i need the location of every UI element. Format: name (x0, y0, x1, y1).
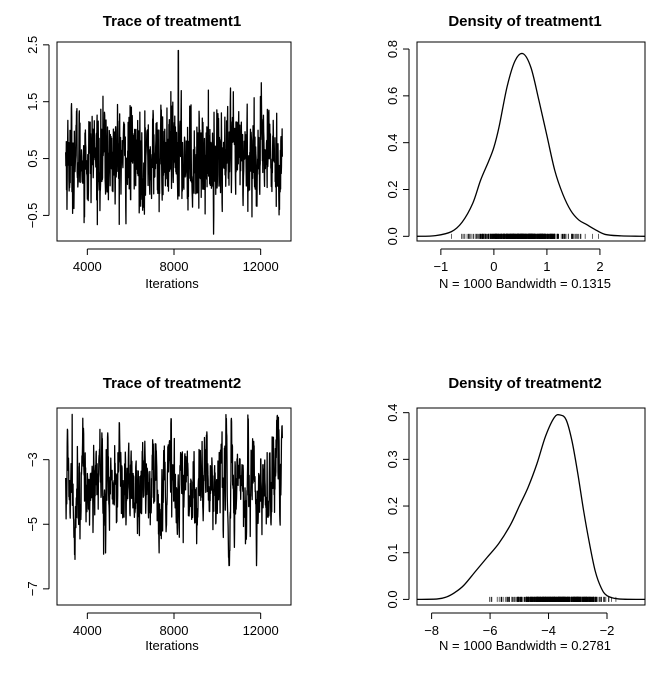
y-tick-label: 0.1 (385, 544, 400, 562)
panel-title: Trace of treatment2 (103, 375, 241, 392)
panel-trace-treatment2: Trace of treatment2 Iterations 4000 8000 1… (25, 375, 292, 653)
x-axis-label: N = 1000 Bandwidth = 0.1315 (439, 276, 611, 291)
x-tick-label: 8000 (160, 623, 189, 638)
y-tick-label: −0.5 (25, 203, 40, 229)
trace-line (65, 49, 283, 235)
y-tick-label: −5 (25, 517, 40, 532)
panel-title: Density of treatment1 (448, 13, 601, 30)
y-tick-label: 0.0 (385, 227, 400, 245)
y-tick-label: 0.6 (385, 87, 400, 105)
x-tick-label: 1 (543, 259, 550, 274)
x-tick-label: −2 (600, 623, 615, 638)
plot-frame (56, 407, 292, 606)
y-tick-label: −3 (25, 452, 40, 467)
y-tick-label: 0.8 (385, 40, 400, 58)
x-tick-label: −1 (433, 259, 448, 274)
plot-frame (416, 407, 646, 606)
x-tick-label: 8000 (160, 259, 189, 274)
y-tick-label: 0.4 (385, 404, 400, 422)
panel-title: Density of treatment2 (448, 375, 601, 392)
x-axis-label: N = 1000 Bandwidth = 0.2781 (439, 638, 611, 653)
x-tick-label: −8 (424, 623, 439, 638)
y-tick-label: 1.5 (25, 93, 40, 111)
x-tick-label: 12000 (243, 623, 279, 638)
y-tick-label: −7 (25, 581, 40, 596)
x-tick-label: 2 (596, 259, 603, 274)
y-tick-label: 0.0 (385, 590, 400, 608)
y-tick-label: 0.2 (385, 180, 400, 198)
x-tick-label: −4 (541, 623, 556, 638)
density-curve (416, 52, 646, 237)
panel-density-treatment1: Density of treatment1 N = 1000 Bandwidth… (385, 13, 646, 291)
x-axis-label: Iterations (145, 638, 199, 653)
y-tick-label: 0.5 (25, 150, 40, 168)
x-tick-label: 0 (490, 259, 497, 274)
x-tick-label: 12000 (243, 259, 279, 274)
panel-title: Trace of treatment1 (103, 13, 241, 30)
plot-frame (416, 41, 646, 242)
x-axis-label: Iterations (145, 276, 199, 291)
panel-trace-treatment1: Trace of treatment1 Iterations 4000 8000 1… (25, 13, 292, 291)
density-curve (416, 413, 646, 601)
y-tick-label: 0.3 (385, 450, 400, 468)
panel-density-treatment2: Density of treatment2 N = 1000 Bandwidth… (385, 375, 646, 653)
y-tick-label: 2.5 (25, 36, 40, 54)
x-tick-label: 4000 (73, 259, 102, 274)
x-tick-label: −6 (483, 623, 498, 638)
x-tick-label: 4000 (73, 623, 102, 638)
y-tick-label: 0.2 (385, 497, 400, 515)
trace-line (65, 413, 283, 567)
y-tick-label: 0.4 (385, 134, 400, 152)
plot-frame (56, 41, 292, 242)
